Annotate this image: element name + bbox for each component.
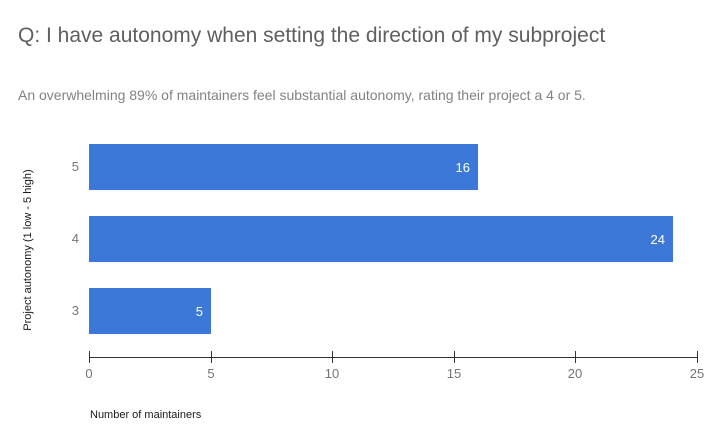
bar-value-label: 24 xyxy=(650,231,665,247)
x-tick-label: 5 xyxy=(207,366,215,381)
x-tick xyxy=(575,351,576,363)
chart-title: Q: I have autonomy when setting the dire… xyxy=(18,24,606,47)
x-tick xyxy=(697,351,698,363)
x-tick-label: 10 xyxy=(324,366,340,381)
bar: 16 xyxy=(89,144,478,190)
category-label: 3 xyxy=(71,303,79,318)
x-tick-label: 0 xyxy=(85,366,93,381)
bar: 5 xyxy=(89,288,211,334)
x-tick xyxy=(89,351,90,363)
x-tick xyxy=(454,351,455,363)
category-label: 5 xyxy=(71,159,79,174)
x-tick-label: 15 xyxy=(446,366,462,381)
bar-value-label: 16 xyxy=(455,159,470,175)
x-axis-line xyxy=(89,357,698,358)
x-tick-label: 20 xyxy=(567,366,583,381)
x-tick-label: 25 xyxy=(689,366,705,381)
bar: 24 xyxy=(89,216,673,262)
chart-subtitle: An overwhelming 89% of maintainers feel … xyxy=(18,87,586,103)
category-label: 4 xyxy=(71,231,79,246)
x-tick xyxy=(332,351,333,363)
x-tick xyxy=(211,351,212,363)
bar-value-label: 5 xyxy=(195,303,203,319)
x-axis-title: Number of maintainers xyxy=(90,409,202,421)
